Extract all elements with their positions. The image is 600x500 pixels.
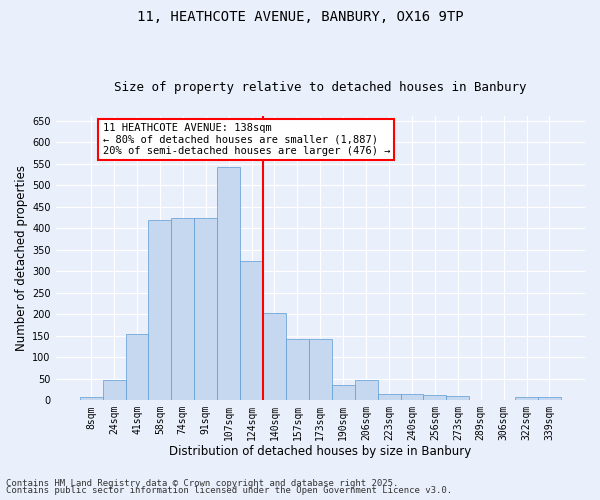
Bar [240,262,263,400]
Bar [446,396,469,400]
Bar [217,167,240,400]
Text: Contains public sector information licensed under the Open Government Licence v3: Contains public sector information licen… [6,486,452,495]
Bar [148,220,172,400]
Text: Contains HM Land Registry data © Crown copyright and database right 2025.: Contains HM Land Registry data © Crown c… [6,478,398,488]
Bar [515,397,538,400]
Bar [424,394,446,400]
Bar [332,385,355,400]
X-axis label: Distribution of detached houses by size in Banbury: Distribution of detached houses by size … [169,444,472,458]
Bar [194,218,217,400]
Bar [401,394,424,400]
Bar [263,312,286,400]
Text: 11, HEATHCOTE AVENUE, BANBURY, OX16 9TP: 11, HEATHCOTE AVENUE, BANBURY, OX16 9TP [137,10,463,24]
Bar [103,380,125,400]
Bar [538,397,561,400]
Bar [355,380,377,400]
Text: 11 HEATHCOTE AVENUE: 138sqm
← 80% of detached houses are smaller (1,887)
20% of : 11 HEATHCOTE AVENUE: 138sqm ← 80% of det… [103,123,390,156]
Bar [377,394,401,400]
Bar [172,218,194,400]
Bar [80,397,103,400]
Title: Size of property relative to detached houses in Banbury: Size of property relative to detached ho… [114,82,527,94]
Bar [286,338,309,400]
Bar [309,338,332,400]
Y-axis label: Number of detached properties: Number of detached properties [15,166,28,352]
Bar [125,334,148,400]
